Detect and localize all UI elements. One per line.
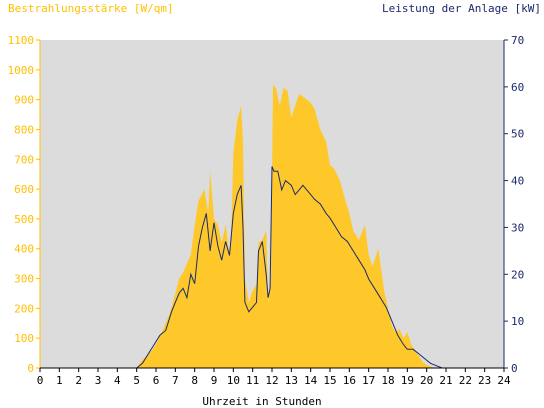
left-tick-label: 1000 bbox=[8, 64, 35, 77]
x-tick-label: 24 bbox=[497, 374, 511, 387]
right-axis-title: Leistung der Anlage [kW] bbox=[382, 2, 541, 15]
x-tick-label: 15 bbox=[323, 374, 336, 387]
x-tick-label: 18 bbox=[381, 374, 394, 387]
x-tick-label: 0 bbox=[37, 374, 44, 387]
right-tick-label: 0 bbox=[511, 362, 518, 375]
left-tick-label: 600 bbox=[14, 183, 34, 196]
left-tick-label: 800 bbox=[14, 123, 34, 136]
right-tick-label: 60 bbox=[511, 81, 524, 94]
left-tick-label: 400 bbox=[14, 243, 34, 256]
x-tick-label: 7 bbox=[172, 374, 179, 387]
x-tick-label: 11 bbox=[246, 374, 259, 387]
left-axis-title: Bestrahlungsstärke [W/qm] bbox=[8, 2, 174, 15]
x-tick-label: 13 bbox=[285, 374, 298, 387]
x-tick-label: 8 bbox=[191, 374, 198, 387]
power-line bbox=[40, 166, 504, 369]
irradiance-area-layer bbox=[40, 84, 504, 368]
x-tick-label: 1 bbox=[56, 374, 63, 387]
left-tick-label: 1100 bbox=[8, 34, 35, 47]
x-tick-label: 20 bbox=[420, 374, 433, 387]
left-tick-label: 300 bbox=[14, 273, 34, 286]
right-tick-label: 20 bbox=[511, 268, 524, 281]
power-line-layer bbox=[40, 166, 504, 369]
left-tick-label: 900 bbox=[14, 94, 34, 107]
x-tick-label: 5 bbox=[133, 374, 140, 387]
right-tick-label: 10 bbox=[511, 315, 524, 328]
x-tick-label: 21 bbox=[439, 374, 452, 387]
x-tick-label: 2 bbox=[75, 374, 82, 387]
left-tick-label: 100 bbox=[14, 332, 34, 345]
x-tick-label: 6 bbox=[153, 374, 160, 387]
x-tick-label: 22 bbox=[459, 374, 472, 387]
x-axis-label: Uhrzeit in Stunden bbox=[202, 395, 321, 408]
x-tick-label: 10 bbox=[227, 374, 240, 387]
left-tick-label: 500 bbox=[14, 213, 34, 226]
x-tick-label: 19 bbox=[401, 374, 414, 387]
x-tick-label: 12 bbox=[265, 374, 278, 387]
axes-layer: 0100200300400500600700800900100011000102… bbox=[8, 34, 525, 387]
x-tick-label: 17 bbox=[362, 374, 375, 387]
x-tick-label: 14 bbox=[304, 374, 318, 387]
irradiance-area bbox=[40, 84, 504, 368]
right-tick-label: 70 bbox=[511, 34, 524, 47]
left-tick-label: 700 bbox=[14, 153, 34, 166]
right-tick-label: 40 bbox=[511, 175, 524, 188]
right-tick-label: 30 bbox=[511, 221, 524, 234]
x-tick-label: 4 bbox=[114, 374, 121, 387]
x-tick-label: 3 bbox=[95, 374, 102, 387]
right-tick-label: 50 bbox=[511, 128, 524, 141]
left-tick-label: 200 bbox=[14, 302, 34, 315]
x-tick-label: 9 bbox=[211, 374, 218, 387]
x-tick-label: 16 bbox=[343, 374, 356, 387]
left-tick-label: 0 bbox=[27, 362, 34, 375]
x-tick-label: 23 bbox=[478, 374, 491, 387]
